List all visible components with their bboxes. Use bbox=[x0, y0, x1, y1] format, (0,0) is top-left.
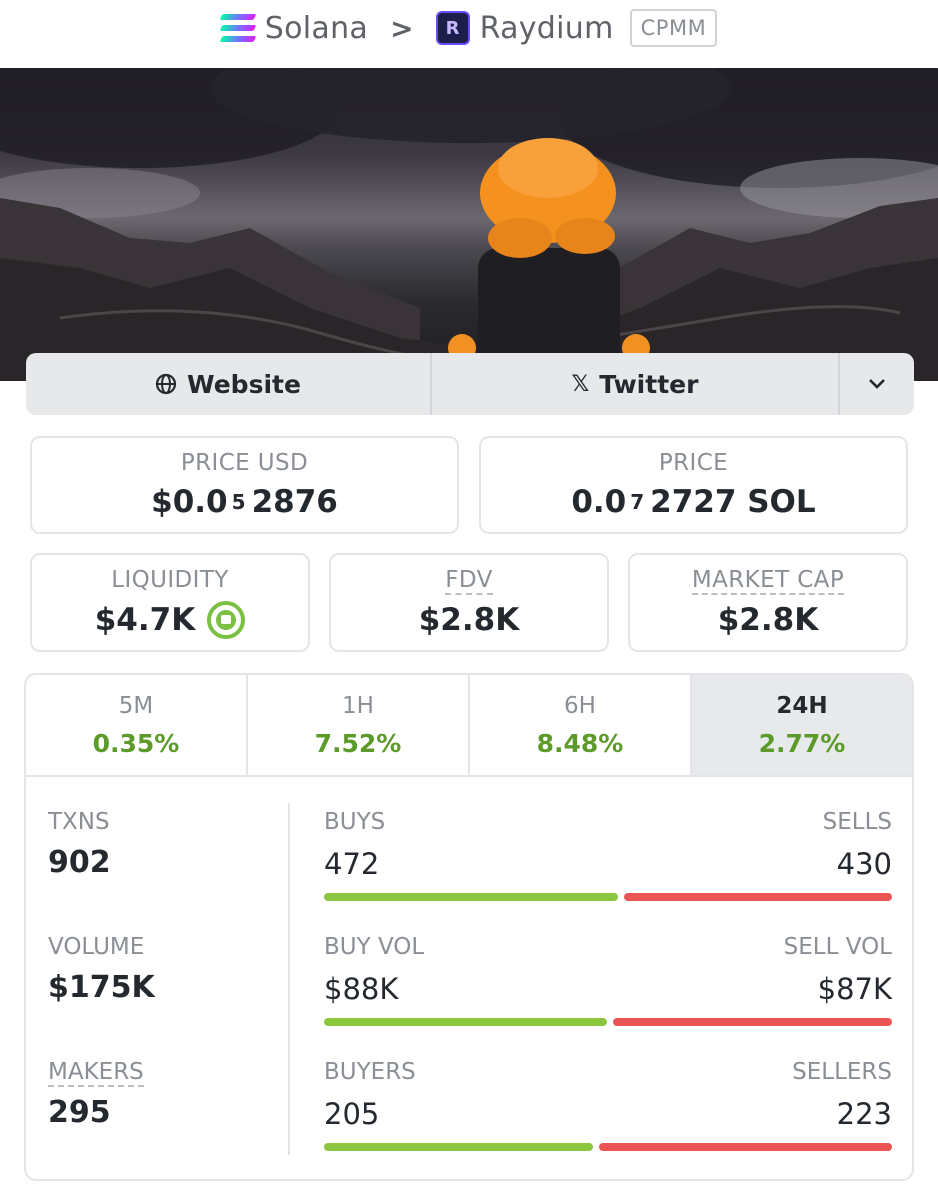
metrics-divider bbox=[288, 803, 290, 1155]
txns-label: TXNS bbox=[48, 809, 110, 835]
timeframe-tabs: 5M 0.35% 1H 7.52% 6H 8.48% 24H 2.77% bbox=[26, 675, 912, 777]
sell-vol-label: SELL VOL bbox=[783, 934, 892, 960]
price-usd-value: $0.0 5 2876 bbox=[151, 484, 338, 520]
buy-vol-value: $88K bbox=[324, 972, 399, 1006]
price-usd-card: PRICE USD $0.0 5 2876 bbox=[30, 436, 459, 534]
chevron-down-icon bbox=[869, 379, 885, 389]
tab-change: 0.35% bbox=[92, 728, 180, 758]
txns-value: 902 bbox=[48, 845, 111, 880]
price-native-zero-count: 7 bbox=[630, 490, 645, 514]
breadcrumb: Solana > R Raydium CPMM bbox=[0, 0, 938, 56]
globe-icon bbox=[155, 373, 177, 395]
buyers-label: BUYERS bbox=[324, 1059, 416, 1085]
volume-label: VOLUME bbox=[48, 934, 145, 960]
price-native-label: PRICE bbox=[658, 450, 729, 476]
buy-vol-label: BUY VOL bbox=[324, 934, 425, 960]
trading-stats-card: 5M 0.35% 1H 7.52% 6H 8.48% 24H 2.77% TXN… bbox=[24, 673, 914, 1181]
raydium-icon: R bbox=[435, 11, 470, 45]
twitter-button[interactable]: 𝕏 Twitter bbox=[432, 353, 840, 415]
price-native-card: PRICE 0.0 7 2727 SOL bbox=[479, 436, 908, 534]
sells-label: SELLS bbox=[822, 809, 892, 835]
makers-label[interactable]: MAKERS bbox=[48, 1059, 144, 1087]
price-native-prefix: 0.0 bbox=[571, 484, 627, 520]
liquidity-card: LIQUIDITY $4.7K bbox=[30, 553, 310, 652]
tab-label: 24H bbox=[776, 692, 828, 719]
tab-label: 1H bbox=[342, 692, 374, 719]
tab-5m[interactable]: 5M 0.35% bbox=[26, 675, 248, 775]
solana-icon bbox=[219, 14, 257, 42]
tab-change: 7.52% bbox=[314, 728, 402, 758]
chevron-right-icon: > bbox=[390, 11, 414, 45]
chain-label: Solana bbox=[264, 10, 369, 46]
price-usd-digits: 2876 bbox=[251, 484, 338, 520]
website-label: Website bbox=[187, 369, 301, 399]
buys-sells-row: BUYS SELLS 472 430 bbox=[324, 809, 892, 901]
sell-vol-value: $87K bbox=[817, 972, 892, 1006]
raydium-icon-letter: R bbox=[445, 17, 460, 39]
banner-scene bbox=[0, 68, 938, 381]
tab-label: 5M bbox=[118, 692, 154, 719]
makers-stat: MAKERS 295 bbox=[48, 1059, 144, 1130]
price-usd-zero-count: 5 bbox=[231, 490, 246, 514]
market-cap-value: $2.8K bbox=[717, 601, 819, 638]
buyers-sellers-row: BUYERS SELLERS 205 223 bbox=[324, 1059, 892, 1151]
buys-label: BUYS bbox=[324, 809, 386, 835]
sell-bar bbox=[599, 1143, 892, 1151]
price-usd-prefix: $0.0 bbox=[151, 484, 228, 520]
token-banner-image bbox=[0, 68, 938, 381]
txns-stat: TXNS 902 bbox=[48, 809, 111, 880]
price-usd-label: PRICE USD bbox=[180, 450, 309, 476]
buy-sell-volume-row: BUY VOL SELL VOL $88K $87K bbox=[324, 934, 892, 1026]
social-links-bar: Website 𝕏 Twitter bbox=[26, 353, 914, 415]
more-links-button[interactable] bbox=[840, 353, 914, 415]
tab-label: 6H bbox=[564, 692, 596, 719]
liquidity-value: $4.7K bbox=[94, 601, 196, 638]
liquidity-value-row: $4.7K bbox=[94, 600, 246, 639]
dex-label: Raydium bbox=[479, 10, 614, 46]
tab-change: 8.48% bbox=[536, 728, 624, 758]
buy-bar bbox=[324, 893, 618, 901]
pool-type-badge: CPMM bbox=[629, 9, 718, 47]
tab-1h[interactable]: 1H 7.52% bbox=[248, 675, 470, 775]
tab-6h[interactable]: 6H 8.48% bbox=[470, 675, 692, 775]
breadcrumb-dex[interactable]: R Raydium bbox=[435, 10, 614, 46]
price-native-value: 0.0 7 2727 SOL bbox=[571, 484, 815, 520]
market-cap-label[interactable]: MARKET CAP bbox=[691, 567, 845, 596]
buy-sell-volume-bar bbox=[324, 1018, 892, 1026]
volume-value: $175K bbox=[48, 970, 155, 1005]
fdv-label[interactable]: FDV bbox=[445, 567, 493, 596]
tab-24h[interactable]: 24H 2.77% bbox=[692, 675, 912, 775]
buyers-sellers-bar bbox=[324, 1143, 892, 1151]
breadcrumb-chain[interactable]: Solana bbox=[219, 10, 369, 46]
website-button[interactable]: Website bbox=[26, 353, 432, 415]
buys-sells-bar bbox=[324, 893, 892, 901]
buys-value: 472 bbox=[324, 847, 380, 881]
price-native-digits: 2727 SOL bbox=[650, 484, 816, 520]
fdv-card: FDV $2.8K bbox=[329, 553, 609, 652]
volume-stat: VOLUME $175K bbox=[48, 934, 155, 1005]
tab-change: 2.77% bbox=[758, 728, 846, 758]
metrics-panel: TXNS 902 VOLUME $175K MAKERS 295 BUYS SE… bbox=[26, 777, 912, 1179]
fdv-value: $2.8K bbox=[418, 601, 520, 638]
buyers-value: 205 bbox=[324, 1097, 380, 1131]
twitter-label: Twitter bbox=[599, 369, 699, 399]
sellers-value: 223 bbox=[836, 1097, 892, 1131]
sells-value: 430 bbox=[836, 847, 892, 881]
buy-bar bbox=[324, 1018, 607, 1026]
makers-value: 295 bbox=[48, 1095, 111, 1131]
sell-bar bbox=[612, 1018, 892, 1026]
lock-icon[interactable] bbox=[207, 600, 246, 639]
liquidity-label: LIQUIDITY bbox=[111, 566, 229, 593]
sellers-label: SELLERS bbox=[792, 1059, 892, 1085]
sell-bar bbox=[623, 893, 892, 901]
x-logo-icon: 𝕏 bbox=[571, 371, 590, 397]
market-cap-card: MARKET CAP $2.8K bbox=[628, 553, 908, 652]
buy-bar bbox=[324, 1143, 594, 1151]
